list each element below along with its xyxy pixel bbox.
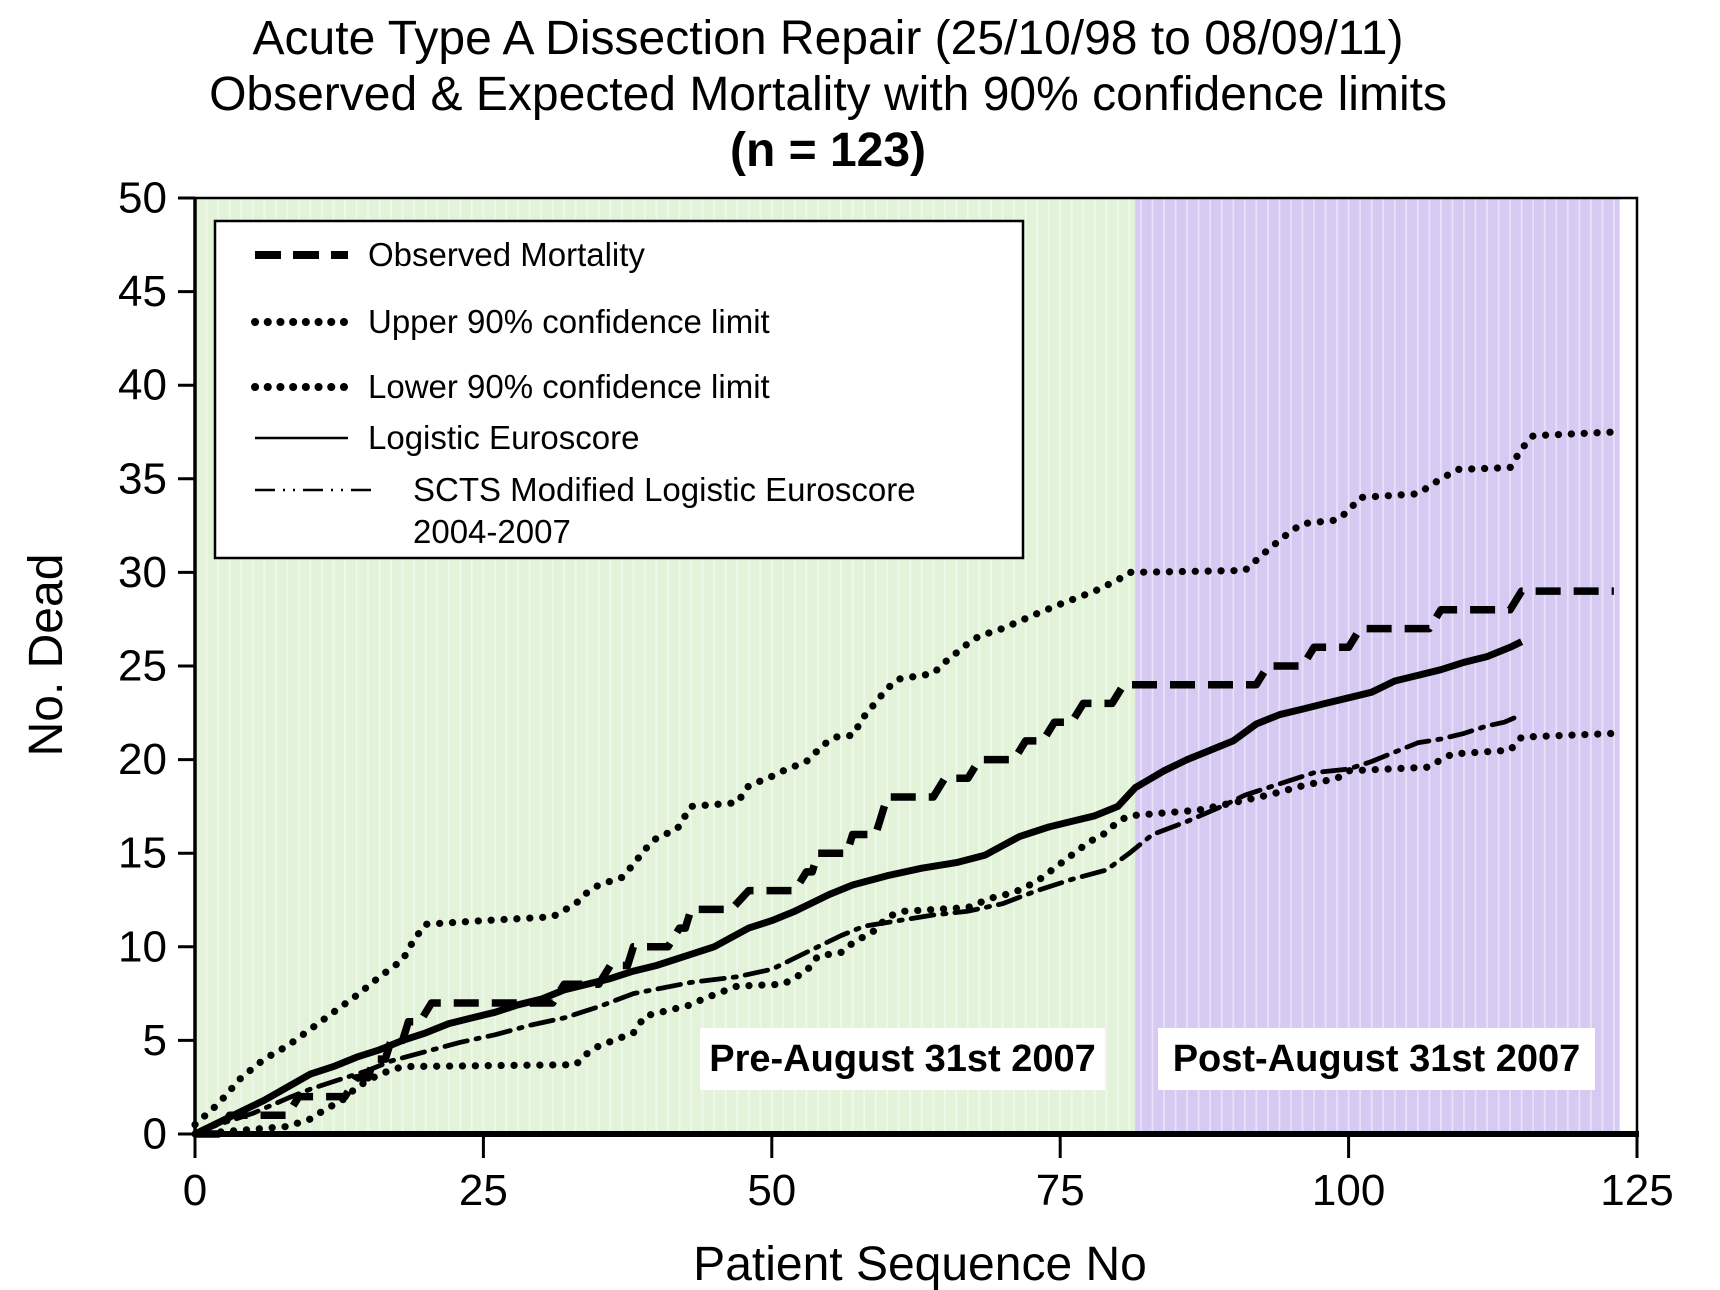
series-scts [192,712,1524,1137]
y-tick-label: 15 [118,829,167,878]
x-tick-label: 0 [183,1166,207,1215]
y-tick-label: 35 [118,454,167,503]
chart-title-line1: Acute Type A Dissection Repair (25/10/98… [253,12,1404,65]
chart-title-line3: (n = 123) [730,124,926,177]
legend-label-scts-line2: 2004-2007 [413,513,571,550]
region-label-pre: Pre-August 31st 2007 [709,1038,1096,1080]
x-tick-label: 125 [1600,1166,1673,1215]
legend-label-logistic: Logistic Euroscore [368,419,639,456]
x-axis-title: Patient Sequence No [693,1238,1147,1290]
y-tick-label: 0 [143,1110,167,1159]
region-label-box-pre [700,1028,1105,1090]
x-tick-label: 50 [747,1166,796,1215]
y-tick-label: 25 [118,642,167,691]
region-label-post: Post-August 31st 2007 [1173,1038,1581,1080]
series-upper [191,428,1618,1129]
legend-label-upper: Upper 90% confidence limit [368,303,770,340]
y-tick-label: 45 [118,267,167,316]
y-axis-title: No. Dead [20,554,73,757]
y-tick-label: 30 [118,548,167,597]
region-post-band [1135,199,1620,1133]
y-tick-label: 5 [143,1016,167,1065]
series-lower [191,729,1618,1138]
series-observed [195,587,1614,1138]
legend-label-lower: Lower 90% confidence limit [368,368,770,405]
y-tick-label: 40 [118,361,167,410]
legend-label-scts: SCTS Modified Logistic Euroscore [413,471,916,508]
x-tick-label: 75 [1036,1166,1085,1215]
x-tick-label: 25 [459,1166,508,1215]
region-label-box-post [1158,1028,1595,1090]
x-tick-label: 100 [1312,1166,1385,1215]
legend-label-observed: Observed Mortality [368,236,645,273]
y-tick-label: 10 [118,922,167,971]
series-logistic [193,638,1524,1138]
y-tick-label: 20 [118,735,167,784]
legend-box [213,219,1025,560]
y-tick-label: 50 [118,174,167,223]
chart-title-line2: Observed & Expected Mortality with 90% c… [209,68,1447,121]
